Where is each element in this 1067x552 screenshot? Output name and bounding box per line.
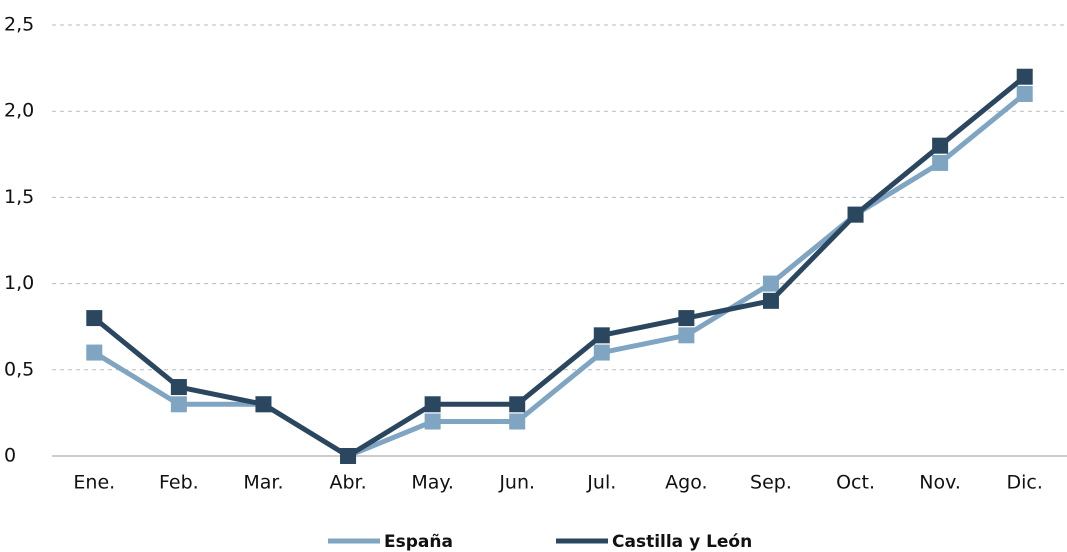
marker [424,396,441,413]
legend-label: Castilla y León [612,532,752,552]
y-tick-label: 2,5 [4,14,34,36]
marker [340,448,357,464]
marker [86,344,103,361]
y-tick-label: 1,0 [4,272,34,294]
marker [593,327,610,344]
marker [593,344,610,361]
marker [847,206,864,223]
x-tick-label: Mar. [243,472,283,494]
marker [678,310,695,327]
x-tick-label: Sep. [750,472,792,494]
marker [255,396,272,413]
y-tick-label: 1,5 [4,186,34,208]
x-tick-label: Abr. [329,472,366,494]
x-tick-label: Oct. [836,472,875,494]
marker [1016,68,1033,85]
x-tick-label: Jul. [586,472,616,494]
x-tick-label: Ene. [73,472,115,494]
series-line [92,74,1027,459]
y-tick-label: 0,5 [4,358,34,380]
y-tick-label: 2,0 [4,100,34,122]
marker [170,396,187,413]
marker [1016,85,1033,102]
x-tick-label: Feb. [159,472,199,494]
marker [932,137,949,154]
marker [170,379,187,396]
marker [509,413,526,430]
marker [424,413,441,430]
marker [509,396,526,413]
x-tick-label: Dic. [1007,472,1043,494]
marker [932,154,949,171]
x-tick-label: Ago. [665,472,707,494]
marker [762,292,779,309]
y-tick-label: 0 [4,445,16,467]
legend-label: España [384,532,453,552]
marker [86,310,103,327]
series-line [92,92,1027,459]
marker [762,275,779,292]
x-tick-label: Jun. [498,472,535,494]
marker [678,327,695,344]
x-tick-label: May. [411,472,454,494]
x-tick-label: Nov. [919,472,961,494]
